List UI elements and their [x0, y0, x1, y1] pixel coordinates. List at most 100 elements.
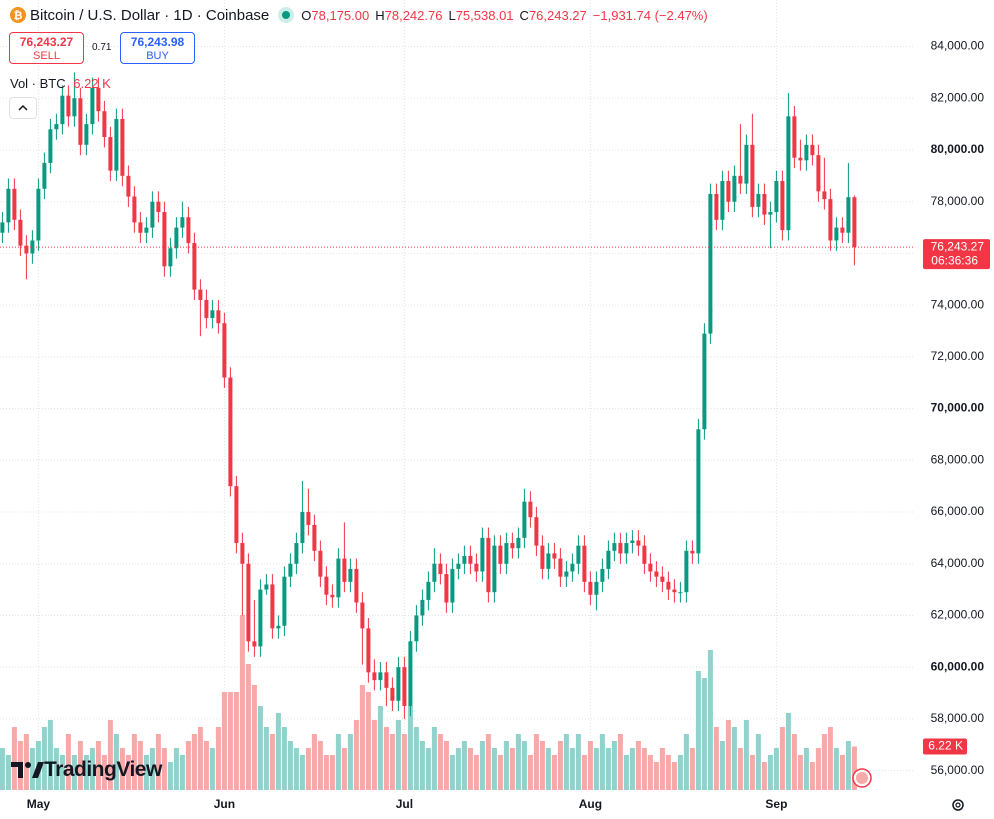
- volume-bar: [539, 741, 545, 790]
- candle-body: [150, 201, 155, 228]
- settings-icon[interactable]: [948, 795, 968, 815]
- candle-body: [138, 222, 143, 233]
- candle-body: [600, 568, 605, 582]
- volume-bar: [593, 748, 599, 790]
- candle-body: [360, 602, 365, 629]
- y-tick-label: 68,000.00: [931, 452, 985, 466]
- candle-body: [438, 563, 443, 575]
- volume-bar: [341, 748, 347, 790]
- volume-bar: [41, 727, 47, 790]
- y-tick-label: 60,000.00: [931, 659, 985, 673]
- volume-bar: [29, 748, 35, 790]
- volume-bar: [617, 734, 623, 790]
- candle-body: [792, 116, 797, 158]
- close-label: C: [519, 7, 529, 23]
- collapse-icon: [18, 104, 28, 111]
- candle-body: [318, 550, 323, 577]
- candle-body: [462, 555, 467, 564]
- candle-body: [204, 299, 209, 319]
- candle-body: [528, 501, 533, 518]
- x-tick-label: Jun: [214, 797, 235, 811]
- candle-body: [336, 558, 341, 598]
- candle-body: [690, 550, 695, 554]
- candle-body: [540, 545, 545, 569]
- volume-bar: [695, 671, 701, 790]
- volume-bar: [263, 727, 269, 790]
- volume-bar: [737, 748, 743, 790]
- candle-body: [294, 543, 299, 564]
- candle-body: [378, 672, 383, 681]
- volume-bar: [671, 762, 677, 790]
- y-tick-label: 58,000.00: [931, 711, 985, 725]
- open-value: 78,175.00: [311, 7, 370, 23]
- volume-bar: [149, 748, 155, 790]
- candle-body: [834, 227, 839, 241]
- candle-body: [432, 563, 437, 582]
- candle-body: [24, 245, 29, 254]
- candle-body: [234, 486, 239, 544]
- volume-bar: [689, 748, 695, 790]
- volume-bar: [299, 755, 305, 790]
- volume-bar: [563, 734, 569, 790]
- buy-button[interactable]: 76,243.98 BUY: [120, 32, 195, 64]
- candle-body: [606, 550, 611, 569]
- volume-bar: [419, 741, 425, 790]
- volume-bar: [659, 748, 665, 790]
- volume-bar: [713, 727, 719, 790]
- candle-body: [588, 581, 593, 595]
- candle-body: [468, 555, 473, 564]
- volume-bar: [443, 741, 449, 790]
- volume-bar: [365, 692, 371, 790]
- candle-body: [486, 537, 491, 593]
- volume-bar: [53, 748, 59, 790]
- candle-body: [636, 540, 641, 546]
- sell-button[interactable]: 76,243.27 SELL: [9, 32, 84, 64]
- candle-body: [660, 576, 665, 582]
- volume-bar: [557, 741, 563, 790]
- volume-bar: [119, 748, 125, 790]
- volume-bar: [191, 734, 197, 790]
- volume-bar: [641, 748, 647, 790]
- volume-bar: [479, 741, 485, 790]
- volume-bar: [551, 755, 557, 790]
- volume-bar: [47, 720, 53, 790]
- candle-body: [66, 95, 71, 117]
- candle-body: [42, 162, 47, 189]
- volume-bar: [431, 727, 437, 790]
- candle-body: [198, 289, 203, 300]
- candle-body: [708, 193, 713, 334]
- volume-bar: [581, 755, 587, 790]
- candle-body: [210, 310, 215, 319]
- candle-body: [510, 543, 515, 549]
- volume-bar: [143, 755, 149, 790]
- last-price-label: 76,243.27: [931, 239, 985, 253]
- volume-bar: [377, 706, 383, 790]
- volume-bar: [587, 741, 593, 790]
- y-tick-label: 56,000.00: [931, 763, 985, 777]
- volume-bar: [83, 755, 89, 790]
- collapse-button[interactable]: [9, 97, 37, 119]
- volume-bar: [767, 755, 773, 790]
- volume-bar: [0, 748, 5, 790]
- y-tick-label: 84,000.00: [931, 39, 985, 53]
- volume-bar: [347, 734, 353, 790]
- candle-body: [84, 124, 89, 145]
- volume-bar: [701, 678, 707, 790]
- volume-bar: [371, 720, 377, 790]
- candle-body: [12, 188, 17, 220]
- volume-bar: [503, 741, 509, 790]
- countdown-label: 06:36:36: [931, 253, 978, 267]
- candle-body: [624, 543, 629, 554]
- volume-bar: [845, 741, 851, 790]
- volume-bar: [89, 748, 95, 790]
- candle-body: [414, 615, 419, 642]
- candle-body: [144, 227, 149, 233]
- candle-body: [276, 625, 281, 629]
- volume-bar: [797, 755, 803, 790]
- candle-body: [672, 589, 677, 593]
- candle-body: [306, 512, 311, 525]
- candle-body: [240, 543, 245, 564]
- volume-bars: [0, 615, 857, 790]
- volume-bar: [125, 755, 131, 790]
- buy-price: 76,243.98: [130, 35, 185, 49]
